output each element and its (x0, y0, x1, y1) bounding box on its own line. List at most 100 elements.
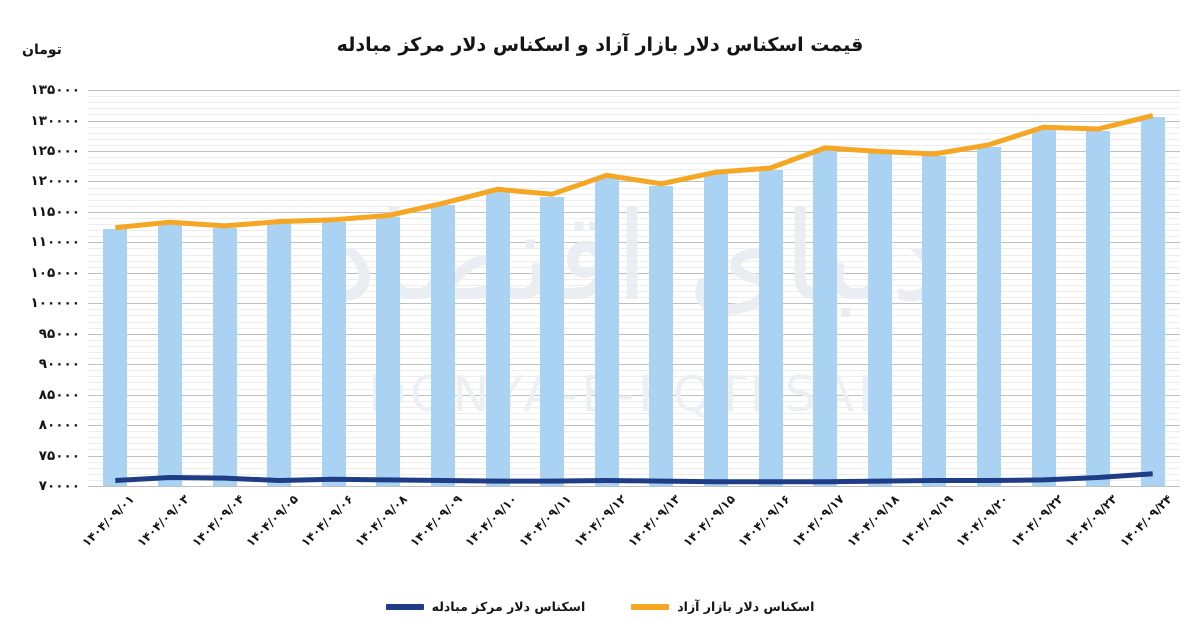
legend-free-market[interactable]: اسکناس دلار بازار آزاد (631, 599, 814, 614)
x-axis-tick-label: ۱۴۰۴/۰۹/۰۴ (188, 492, 247, 550)
gridline-minor (88, 467, 1180, 469)
line-series (115, 113, 1154, 485)
x-axis-tick-label: ۱۴۰۴/۰۹/۰۸ (352, 492, 411, 550)
x-axis-tick-label: ۱۴۰۴/۰۹/۰۵ (243, 492, 301, 550)
gridline-minor (88, 144, 1180, 146)
line-path (115, 471, 1153, 485)
page-title: قیمت اسکناس دلار بازار آزاد و اسکناس دلا… (336, 34, 864, 56)
y-axis-tick-label: ۱۲۰۰۰۰ (30, 173, 80, 190)
gridline-minor (88, 473, 1180, 475)
x-axis-tick-label: ۱۴۰۴/۰۹/۰۳ (134, 492, 192, 550)
bar[interactable] (758, 169, 783, 486)
bar[interactable] (321, 221, 346, 486)
bar[interactable] (867, 153, 892, 486)
gridline-major (88, 303, 1180, 305)
gridline-minor (88, 461, 1180, 463)
bar[interactable] (212, 227, 237, 486)
y-axis-ticks: ۱۳۵۰۰۰ ۱۳۰۰۰۰ ۱۲۵۰۰۰ ۱۲۰۰۰۰ ۱۱۵۰۰۰ ۱۱۰۰۰۰ ۱۰۵۰… (0, 0, 80, 620)
gridline-minor (88, 224, 1180, 225)
legend-exchange-center[interactable]: اسکناس دلار مرکز مبادله (385, 599, 586, 614)
x-axis-tick-label: ۱۴۰۴/۰۹/۱۲ (571, 492, 629, 550)
bar[interactable] (922, 155, 947, 486)
x-axis-baseline (88, 486, 1180, 487)
gridline-minor (88, 187, 1180, 189)
legend-label: اسکناس دلار مرکز مبادله (431, 599, 586, 614)
gridline-minor (88, 248, 1180, 250)
gridline-major (88, 120, 1180, 122)
gridline-minor (88, 315, 1180, 317)
line-path (115, 113, 1154, 231)
gridline-minor (88, 96, 1180, 98)
y-axis-tick-label: ۱۰۵۰۰۰ (30, 264, 80, 281)
gridline-minor (88, 236, 1180, 238)
bar[interactable] (157, 223, 182, 486)
gridline-major (88, 425, 1180, 427)
y-axis-tick-label: ۸۰۰۰۰ (38, 417, 80, 434)
y-axis-tick-label: ۱۲۵۰۰۰ (30, 142, 80, 159)
gridline-minor (88, 376, 1180, 378)
gridline-minor (88, 406, 1180, 408)
gridline-minor (88, 126, 1180, 128)
bar[interactable] (594, 177, 619, 486)
gridline-major (88, 333, 1180, 335)
bar[interactable] (1140, 117, 1165, 486)
bar[interactable] (703, 174, 728, 486)
bar[interactable] (267, 223, 292, 486)
gridline-minor (88, 205, 1180, 207)
gridline-minor (88, 327, 1180, 329)
gridline-minor (88, 370, 1180, 372)
gridline-major (88, 211, 1180, 213)
x-axis-tick-label: ۱۴۰۴/۰۹/۲۴ (1117, 492, 1175, 550)
x-axis-tick-label: ۱۴۰۴/۰۹/۱۵ (680, 492, 738, 550)
plot-area: دنیای اقتصاد DONYA-E-EQTESAD (88, 90, 1180, 486)
gridline-major (88, 455, 1180, 457)
gridline-major (88, 272, 1180, 274)
bar[interactable] (430, 205, 455, 486)
x-axis-tick-label: ۱۴۰۴/۰۹/۲۳ (1062, 492, 1120, 550)
gridline-minor (88, 437, 1180, 439)
bar[interactable] (976, 146, 1001, 486)
gridline-major (88, 242, 1180, 244)
x-axis-tick-label: ۱۴۰۴/۰۹/۱۰ (461, 492, 520, 550)
gridline-minor (88, 419, 1180, 420)
bar[interactable] (813, 149, 838, 486)
gridline-minor (88, 285, 1180, 286)
bar[interactable] (103, 228, 128, 486)
gridline-minor (88, 169, 1180, 171)
bar[interactable] (649, 185, 674, 486)
gridline-minor (88, 108, 1180, 110)
y-axis-unit-label: تومان (22, 42, 62, 58)
gridline-minor (88, 388, 1180, 390)
gridline-minor (88, 297, 1180, 299)
legend-swatch-icon (631, 603, 670, 610)
gridline-minor (88, 163, 1180, 165)
gridline-major (88, 90, 1180, 91)
bar[interactable] (1086, 130, 1111, 486)
gridline-minor (88, 114, 1180, 116)
y-axis-tick-label: ۱۰۰۰۰۰ (30, 295, 80, 312)
gridline-minor (88, 431, 1180, 433)
gridline-minor (88, 291, 1180, 292)
y-axis-tick-label: ۷۵۰۰۰ (38, 447, 80, 464)
gridline-minor (88, 254, 1180, 256)
gridline-minor (88, 309, 1180, 311)
bar[interactable] (376, 217, 401, 486)
gridline-minor (88, 449, 1180, 451)
gridline-minor (88, 157, 1180, 158)
bar[interactable] (1031, 129, 1056, 486)
x-axis-tick-label: ۱۴۰۴/۰۹/۱۱ (516, 492, 574, 550)
gridline-minor (88, 260, 1180, 262)
bar[interactable] (540, 196, 565, 486)
x-axis-tick-label: ۱۴۰۴/۰۹/۱۶ (734, 492, 793, 550)
gridline-minor (88, 217, 1180, 219)
gridline-minor (88, 352, 1180, 353)
gridline-minor (88, 175, 1180, 177)
gridline-minor (88, 230, 1180, 232)
gridline-minor (88, 358, 1180, 360)
bar[interactable] (485, 191, 510, 486)
gridline-minor (88, 193, 1180, 195)
gridline-minor (88, 400, 1180, 402)
x-axis-tick-label: ۱۴۰۴/۰۹/۱۸ (844, 492, 902, 550)
x-axis-tick-label: ۱۴۰۴/۰۹/۱۹ (898, 492, 957, 550)
